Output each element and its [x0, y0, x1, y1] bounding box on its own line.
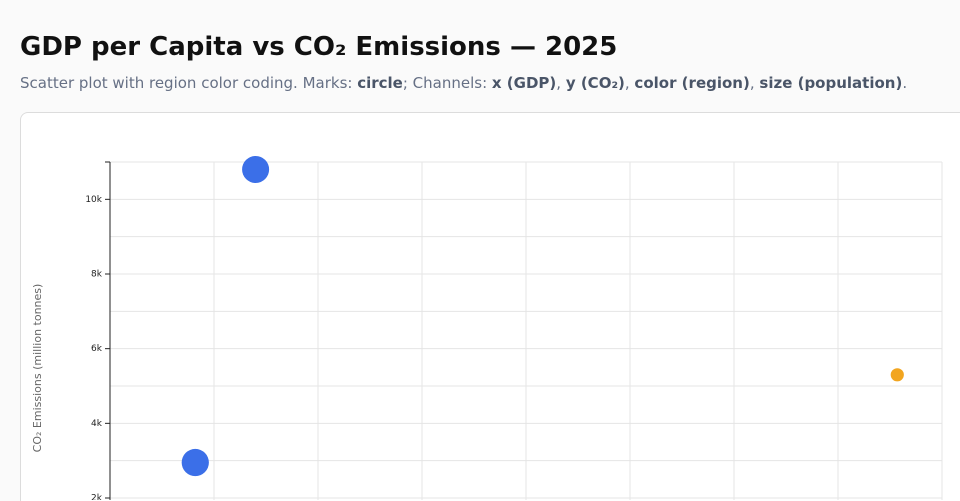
- subtitle-part: size (population): [759, 74, 903, 92]
- y-tick-label: 4k: [91, 419, 103, 429]
- subtitle-part: .: [902, 74, 908, 92]
- chart-card: [20, 112, 960, 501]
- y-tick-label: 8k: [91, 270, 103, 280]
- subtitle-part: ,: [749, 74, 760, 92]
- subtitle-part: ,: [624, 74, 635, 92]
- subtitle-part: y (CO₂): [565, 74, 625, 92]
- subtitle-part: ; Channels:: [402, 74, 492, 92]
- chart-title: GDP per Capita vs CO₂ Emissions — 2025: [20, 32, 618, 62]
- subtitle-part: x (GDP): [491, 74, 557, 92]
- subtitle-part: ,: [556, 74, 566, 92]
- y-axis-label: CO₂ Emissions (million tonnes): [31, 284, 44, 453]
- y-tick-label: 2k: [91, 494, 103, 501]
- subtitle-part: color (region): [634, 74, 750, 92]
- subtitle-part: circle: [357, 74, 403, 92]
- subtitle-part: Scatter plot with region color coding. M…: [20, 74, 358, 92]
- chart-subtitle: Scatter plot with region color coding. M…: [20, 74, 907, 92]
- point: [181, 448, 209, 477]
- y-tick-label: 6k: [91, 344, 103, 354]
- y-tick-label: 10k: [85, 195, 102, 205]
- point: [890, 368, 904, 382]
- point: [242, 155, 270, 183]
